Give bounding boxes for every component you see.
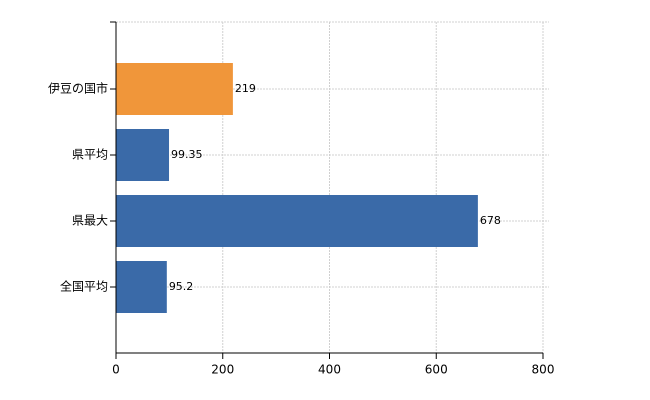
- bar: [116, 129, 170, 181]
- data-label: 99.35: [171, 148, 203, 161]
- data-label: 678: [480, 214, 501, 227]
- y-tick-label: 全国平均: [60, 279, 108, 294]
- bar: [116, 63, 233, 115]
- data-label: 95.2: [169, 280, 194, 293]
- x-tick-label: 600: [425, 363, 448, 377]
- x-tick-label: 400: [318, 363, 341, 377]
- x-tick-label: 800: [532, 363, 555, 377]
- data-label: 219: [235, 82, 256, 95]
- y-tick-label: 県最大: [72, 214, 108, 228]
- bar: [116, 195, 478, 247]
- x-tick-label: 200: [211, 363, 234, 377]
- y-tick-label: 県平均: [72, 148, 108, 162]
- y-tick-label: 伊豆の国市: [48, 81, 108, 96]
- bar: [116, 261, 167, 313]
- x-tick-label: 0: [112, 363, 120, 377]
